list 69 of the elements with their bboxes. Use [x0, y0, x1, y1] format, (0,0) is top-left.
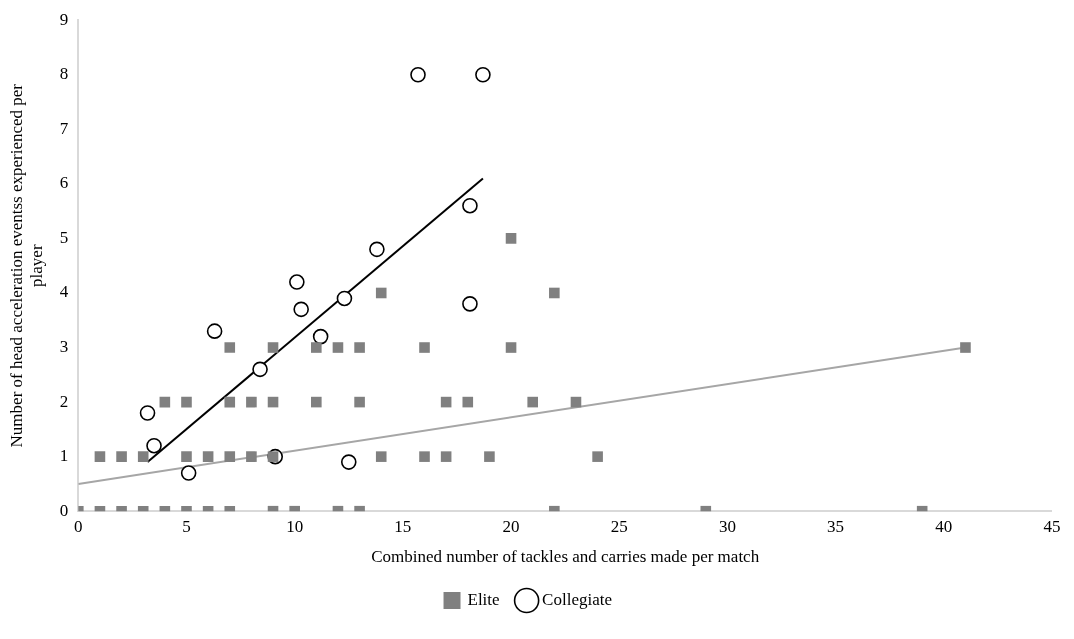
point [311, 342, 322, 353]
y-tick-label: 3 [59, 337, 69, 356]
point [246, 396, 257, 408]
point [180, 465, 197, 481]
y-tick-label: 2 [59, 391, 69, 411]
point [440, 451, 452, 462]
point [311, 396, 322, 408]
point [181, 396, 192, 408]
y-tick-label: 4 [59, 282, 69, 302]
point [419, 451, 430, 462]
y-tick-label: 9 [59, 9, 69, 29]
x-tick-label: 45 [1043, 516, 1061, 536]
x-tick-label: 25 [610, 516, 628, 536]
point [592, 451, 603, 462]
point [960, 342, 971, 353]
point [484, 451, 495, 462]
point [289, 274, 305, 290]
point [293, 301, 309, 318]
point [527, 396, 538, 408]
point [252, 361, 268, 378]
legend-label: Elite [467, 589, 500, 609]
point [94, 451, 106, 462]
point [475, 66, 491, 83]
x-tick-label: 30 [718, 516, 736, 536]
point [375, 287, 387, 299]
x-axis-title: Combined number of tackles and carries made per match [371, 547, 760, 567]
y-tick-label: 7 [59, 118, 69, 138]
x-tick-label: 40 [935, 516, 953, 536]
point [246, 451, 257, 462]
point [462, 396, 474, 408]
y-tick-label: 6 [59, 173, 69, 193]
point [462, 296, 478, 312]
y-tick-label: 1 [59, 446, 69, 466]
point [224, 342, 236, 353]
point [336, 290, 353, 307]
point [139, 405, 156, 421]
point [505, 342, 517, 353]
point [312, 328, 329, 345]
point [181, 451, 192, 462]
point [137, 451, 149, 462]
y-tick-label: 0 [59, 500, 69, 520]
x-tick-label: 20 [502, 516, 520, 536]
y-axis-title: Number of head acceleration eventss experienced per player [6, 83, 47, 448]
point [375, 451, 387, 462]
point [146, 437, 162, 454]
x-tick-label: 5 [182, 516, 191, 536]
x-tick-label: 15 [394, 516, 412, 536]
x-tick-label: 0 [74, 516, 83, 536]
point [549, 287, 560, 299]
point [354, 342, 365, 353]
point [267, 342, 279, 353]
point [354, 396, 365, 408]
x-tick-label: 10 [286, 516, 304, 536]
point [462, 197, 478, 214]
legend-label: Collegiate [542, 589, 612, 609]
point [369, 241, 385, 258]
point [224, 451, 236, 462]
point [116, 451, 127, 462]
x-tick-label: 35 [827, 516, 845, 536]
point [332, 342, 344, 353]
point [202, 451, 214, 462]
point [340, 454, 357, 470]
point [410, 66, 426, 83]
point [206, 323, 223, 339]
y-tick-label: 5 [59, 227, 69, 247]
point [505, 233, 517, 244]
y-tick-label: 8 [59, 64, 69, 84]
point [224, 396, 236, 408]
point [419, 342, 430, 353]
